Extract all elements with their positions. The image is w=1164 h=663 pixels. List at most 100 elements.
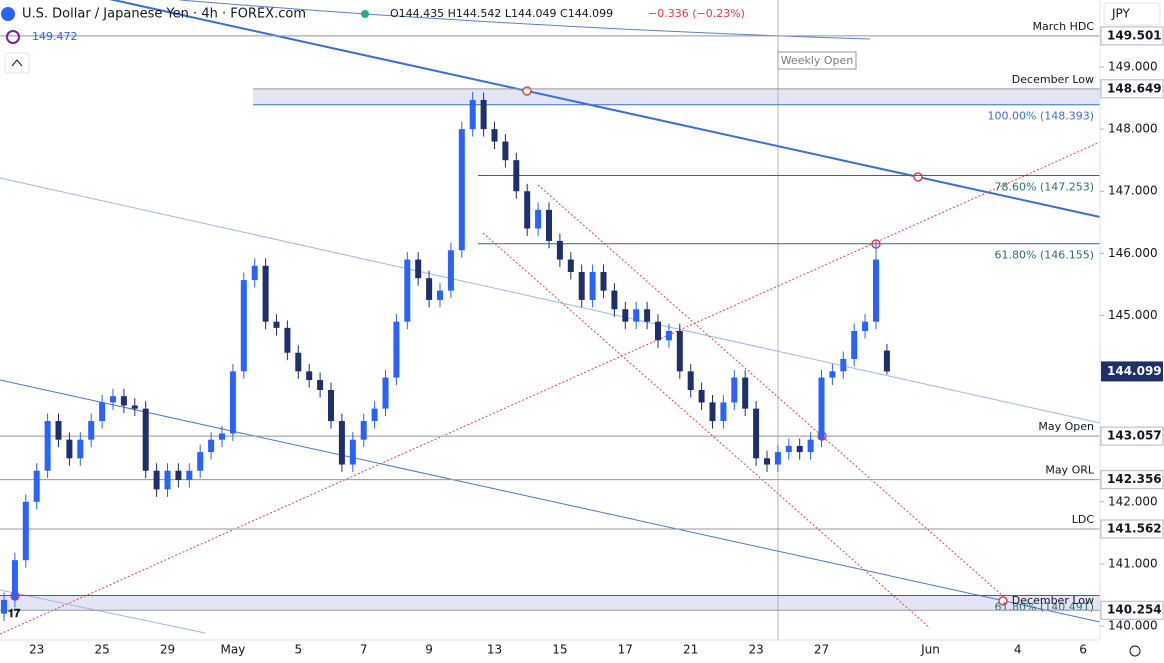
candle-body <box>240 280 247 372</box>
trendline <box>0 379 1101 623</box>
candle-body <box>807 439 814 453</box>
level-label: December Low <box>1012 73 1094 86</box>
price-tag <box>1101 361 1163 382</box>
trendline <box>482 232 931 629</box>
candle-body <box>175 470 182 481</box>
candle-body <box>306 371 313 381</box>
level-tag <box>1100 79 1164 99</box>
candle-body <box>11 560 18 600</box>
candle-body <box>589 271 596 300</box>
x-tick-label: 23 <box>29 643 44 657</box>
candle-body <box>164 470 171 490</box>
y-tick-label: 146.000 <box>1108 246 1158 260</box>
level-tag <box>1100 600 1164 620</box>
level-tag <box>1100 426 1164 446</box>
collapse-button[interactable] <box>4 52 30 74</box>
candle-body <box>578 271 585 300</box>
candle-body <box>1 599 7 614</box>
candle-body <box>426 278 433 300</box>
x-tick-label: 27 <box>814 643 829 657</box>
candle-body <box>33 470 40 502</box>
candle-body <box>110 396 116 403</box>
candle-body <box>44 421 51 471</box>
x-tick-label: 23 <box>748 643 763 657</box>
level-tag-label: 143.057 <box>1107 429 1162 443</box>
levels: March HDC December Low 100.00% (148.393) 78… <box>0 20 1100 614</box>
candle-body <box>731 377 738 403</box>
candle-body <box>818 377 825 440</box>
x-tick-label: 21 <box>683 643 698 657</box>
candle-body <box>447 250 454 291</box>
x-tick-label: 4 <box>1014 643 1022 657</box>
candle-body <box>742 377 749 409</box>
candle-body <box>338 421 345 465</box>
candle-body <box>219 433 225 440</box>
level-label: LDC <box>1072 513 1095 526</box>
candle-body <box>120 396 127 406</box>
level-label: May ORL <box>1045 464 1095 477</box>
candle-body <box>644 309 651 322</box>
zone-band <box>0 595 1100 610</box>
candle-body <box>262 265 269 322</box>
candle-body <box>393 321 400 378</box>
candle-body <box>208 439 215 453</box>
candle-body <box>535 209 542 229</box>
candle-body <box>229 371 236 434</box>
y-tick-label: 142.000 <box>1108 494 1158 508</box>
candle-body <box>655 321 661 341</box>
candle-body <box>66 439 73 459</box>
level-tag-label: 141.562 <box>1107 521 1162 535</box>
x-tick-label: 6 <box>1079 643 1087 657</box>
level-tag <box>1100 470 1164 490</box>
candle-body <box>328 389 334 422</box>
candle-body <box>295 352 302 372</box>
candle-body <box>785 445 792 453</box>
x-tick-label: 7 <box>360 643 368 657</box>
candle-body <box>611 290 618 310</box>
indicator-value: 149.472 <box>32 30 78 43</box>
x-tick-label: 17 <box>618 643 633 657</box>
candle-body <box>458 129 465 251</box>
candle-body <box>142 408 149 471</box>
annotation-box <box>777 51 857 70</box>
candle-body <box>840 358 847 372</box>
level-label: 78.60% (147.253) <box>994 181 1094 194</box>
level-tag-label: 149.501 <box>1107 28 1162 42</box>
y-tick-label: 149.000 <box>1108 60 1158 74</box>
candle-body <box>774 452 781 465</box>
candle-body <box>687 371 694 390</box>
candle-body <box>796 445 803 453</box>
candle-body <box>55 421 62 440</box>
candle-body <box>633 309 640 322</box>
candle-body <box>382 377 389 409</box>
candle-body <box>273 321 280 328</box>
candle-body <box>829 371 836 378</box>
candle-body <box>873 259 879 322</box>
x-tick-label: May <box>220 643 245 657</box>
candle-body <box>676 330 683 372</box>
candle-body <box>556 240 563 260</box>
x-tick-label: 15 <box>552 643 567 657</box>
currency-button[interactable] <box>1103 2 1161 26</box>
candle-body <box>284 327 291 353</box>
candle-body <box>186 470 193 481</box>
candle-body <box>720 402 727 422</box>
candle-body <box>764 458 770 465</box>
candle-body <box>437 290 443 300</box>
x-tick-label: 25 <box>94 643 109 657</box>
candle-body <box>131 405 138 409</box>
trendline <box>537 184 1004 597</box>
x-tick-label: 5 <box>294 643 302 657</box>
y-tick-label: 145.000 <box>1108 308 1158 322</box>
candle-body <box>349 439 356 465</box>
candles <box>1 91 890 622</box>
intersection-markers <box>10 86 1008 606</box>
settings-icon[interactable] <box>1129 645 1141 657</box>
candle-body <box>546 209 552 241</box>
level-label: May Open <box>1038 420 1094 433</box>
ohlc: O144.435 H144.542 L144.049 C144.099 <box>390 7 613 20</box>
trendline <box>0 141 1101 635</box>
candle-body <box>317 380 324 390</box>
